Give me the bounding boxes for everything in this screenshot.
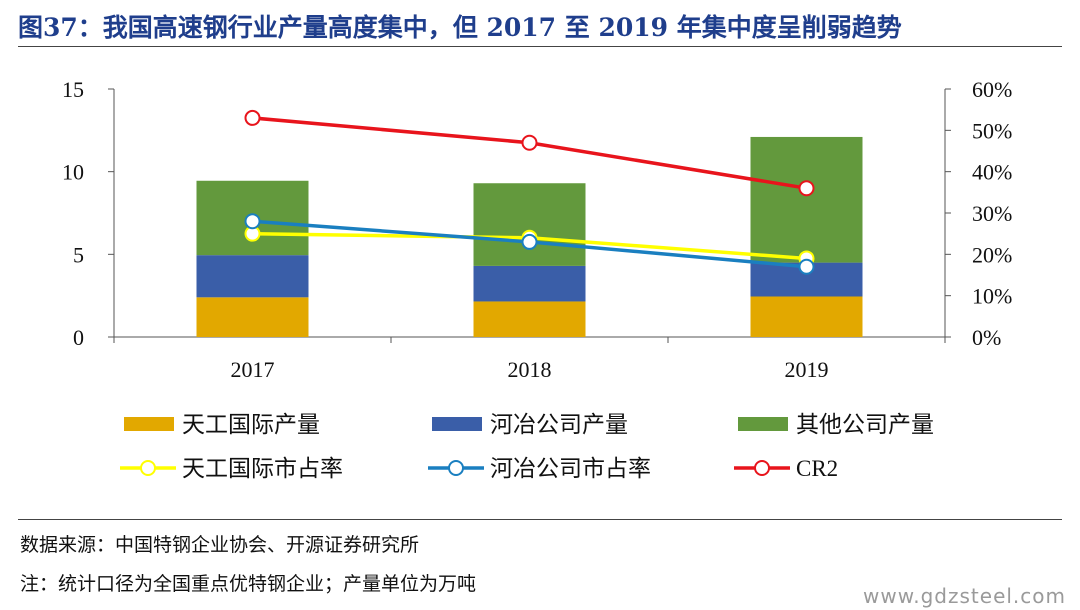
right-tick-label: 30% (972, 201, 1012, 226)
line-point (521, 134, 538, 151)
bar-segment (473, 301, 586, 337)
legend-label: 河冶公司产量 (490, 412, 628, 437)
legend-label: 河冶公司市占率 (490, 456, 651, 481)
right-tick-label: 60% (972, 77, 1012, 102)
left-tick-label: 0 (73, 325, 84, 350)
x-tick-label: 2019 (785, 357, 829, 382)
legend-label: CR2 (796, 456, 838, 481)
series-line (252, 116, 807, 190)
legend-swatch (432, 417, 482, 431)
line-point (244, 109, 261, 126)
bar-segment (196, 255, 309, 298)
right-tick-label: 0% (972, 325, 1001, 350)
site-watermark: www.gdzsteel.com (863, 584, 1066, 608)
legend-label: 天工国际市占率 (182, 456, 343, 481)
right-tick-label: 20% (972, 242, 1012, 267)
bar-segment (750, 296, 863, 337)
legend-swatch (738, 417, 788, 431)
left-tick-label: 15 (62, 77, 84, 102)
x-tick-label: 2018 (508, 357, 552, 382)
bar-segment (750, 136, 863, 263)
legend-label: 其他公司产量 (796, 412, 934, 437)
x-tick-label: 2017 (231, 357, 275, 382)
right-tick-label: 50% (972, 118, 1012, 143)
footnote: 注：统计口径为全国重点优特钢企业；产量单位为万吨 (20, 573, 477, 595)
bar-segment (196, 297, 309, 337)
plot-area: 0 5 10 15 0% 10% 20% 30% 40% 50% 60% 2017 2018 2019 (62, 77, 1012, 382)
legend-marker (754, 460, 770, 476)
combo-chart: 0 5 10 15 0% 10% 20% 30% 40% 50% 60% 2017 2018 2019 天… (62, 77, 1012, 481)
line-point (521, 233, 538, 250)
left-tick-label: 5 (73, 242, 84, 267)
title-divider (18, 46, 1062, 47)
line-point (798, 258, 815, 275)
source-divider (18, 519, 1062, 520)
line-point (244, 213, 261, 230)
legend-label: 天工国际产量 (182, 412, 320, 437)
left-tick-label: 10 (62, 160, 84, 185)
right-tick-label: 10% (972, 284, 1012, 309)
source-note: 数据来源：中国特钢企业协会、开源证券研究所 (20, 534, 420, 556)
legend-marker (448, 460, 464, 476)
legend-swatch (124, 417, 174, 431)
bar-segment (473, 265, 586, 302)
line-point (798, 180, 815, 197)
legend-marker (140, 460, 156, 476)
bar-segment (473, 183, 586, 266)
figure-title: 图37：我国高速钢行业产量高度集中，但 2017 至 2019 年集中度呈削弱趋… (18, 13, 902, 42)
right-tick-label: 40% (972, 160, 1012, 185)
